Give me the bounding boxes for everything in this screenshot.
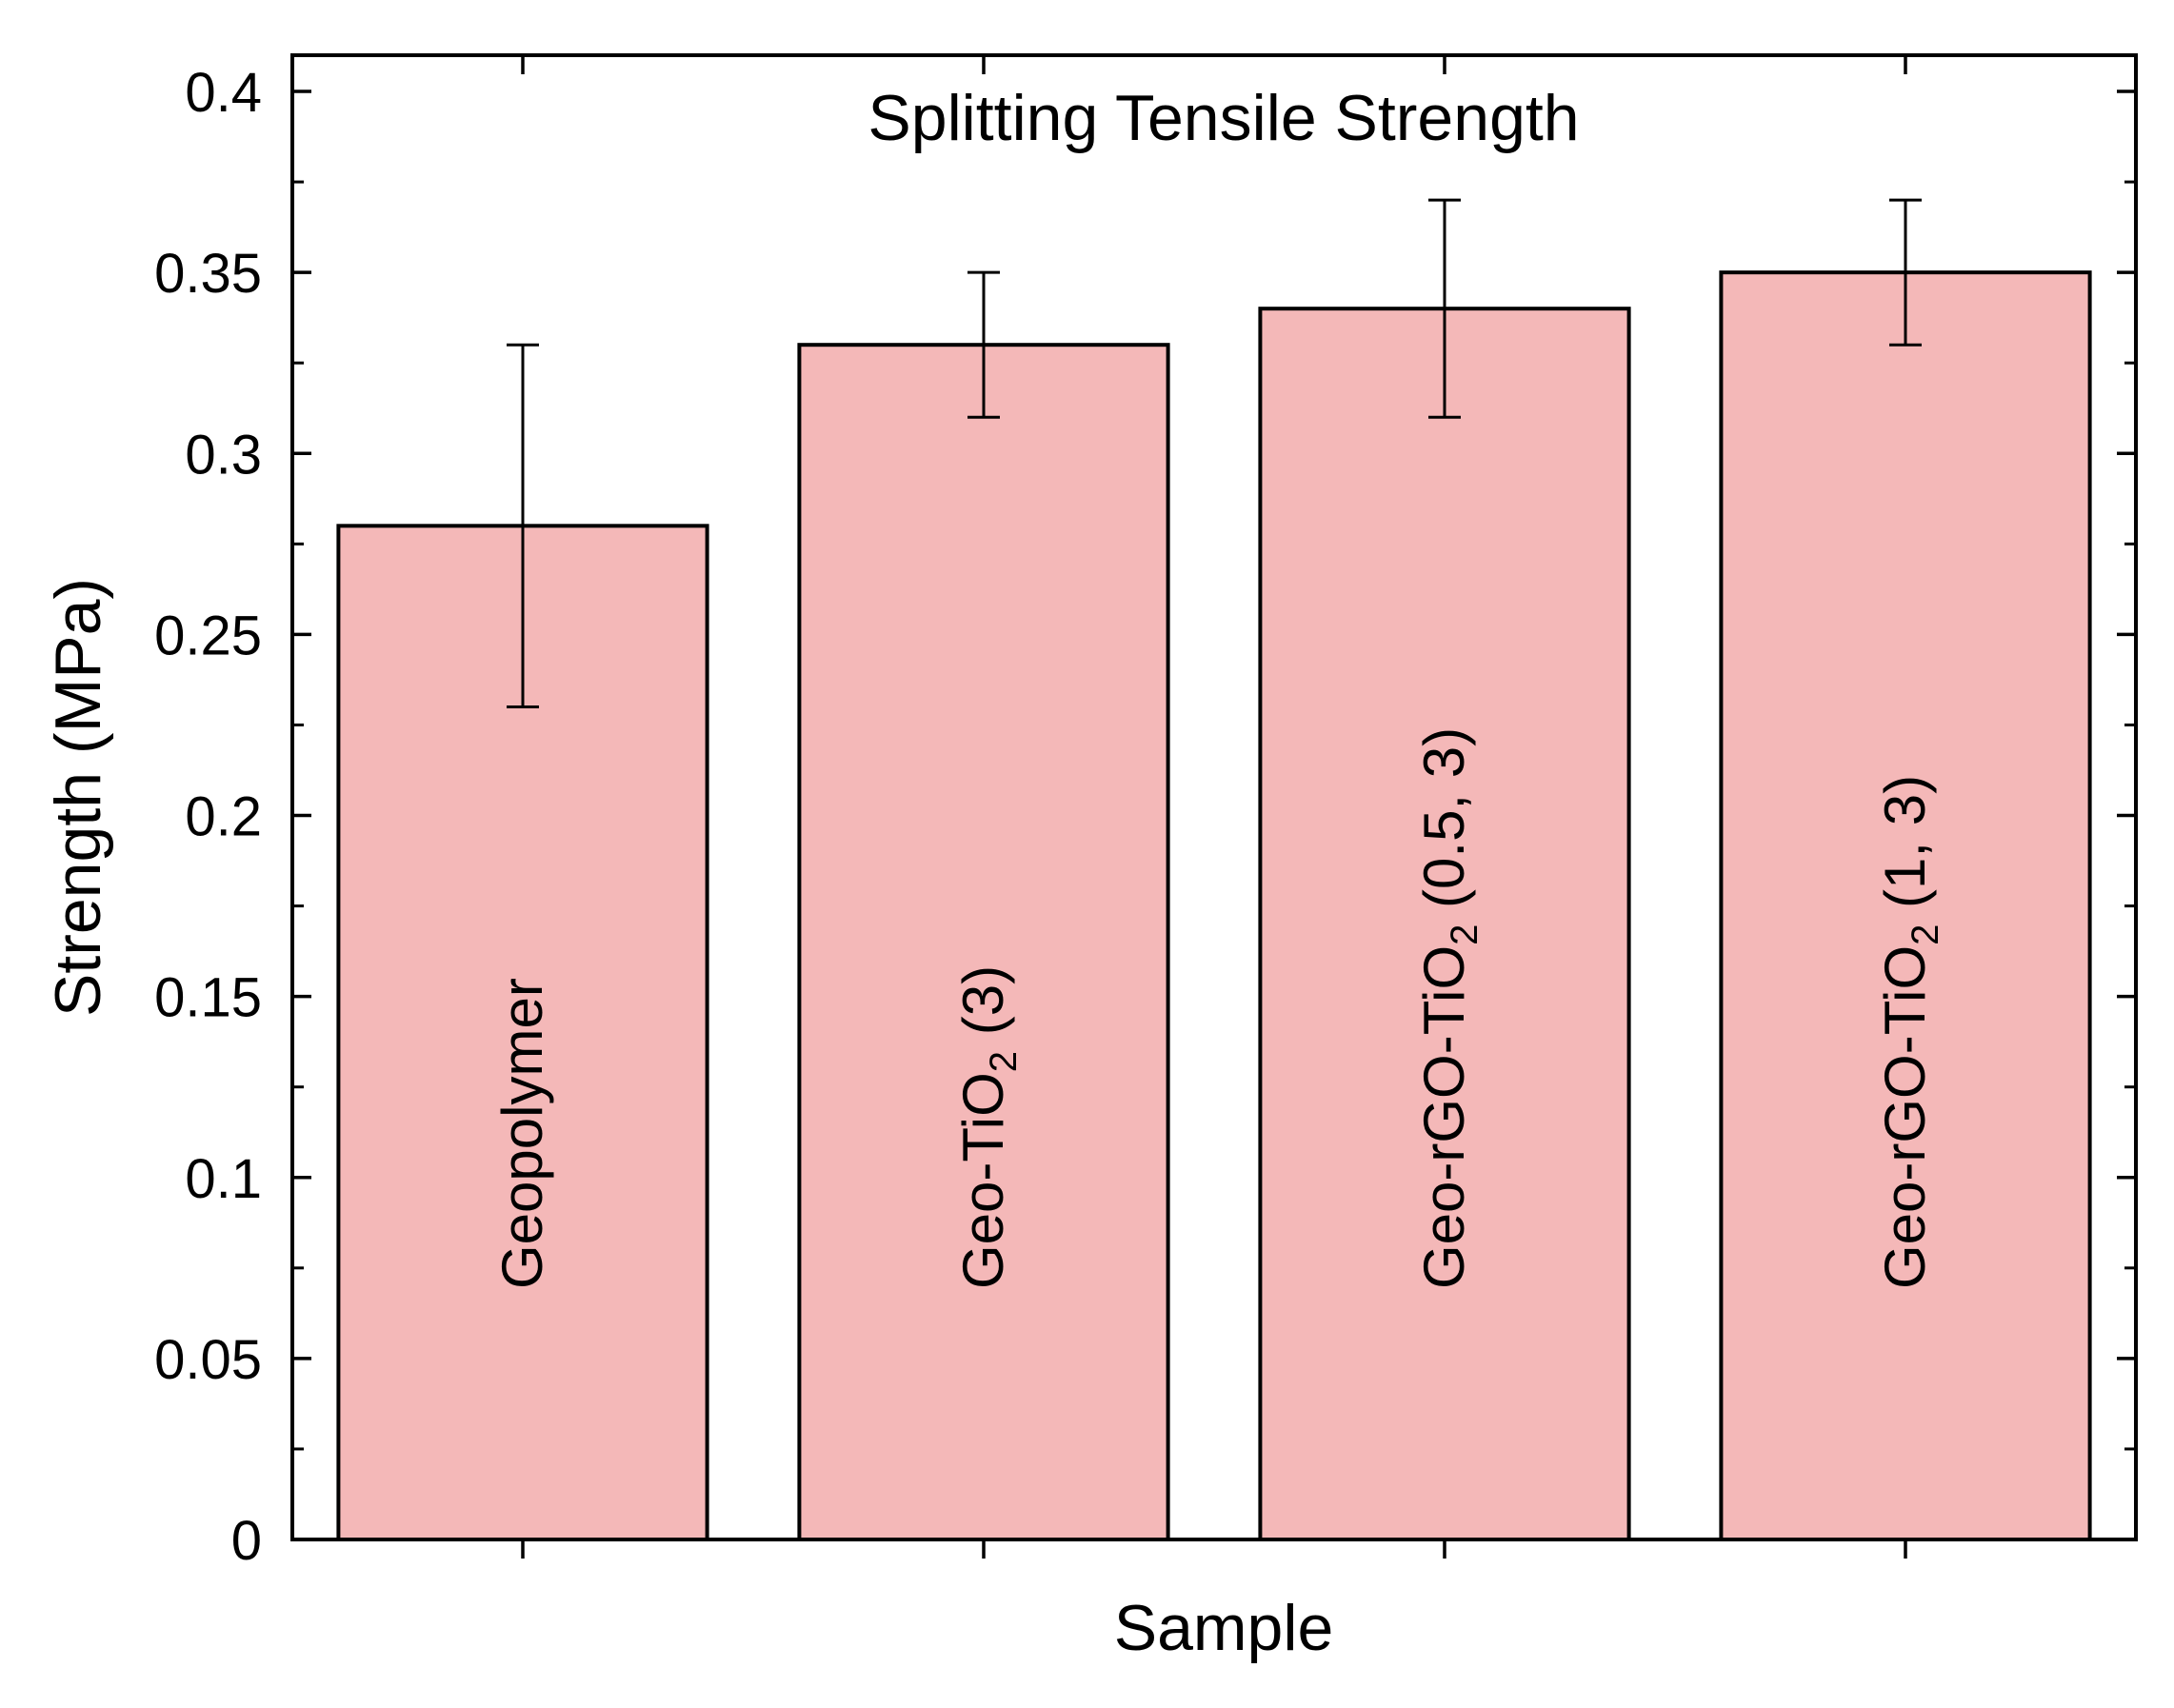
error-bars-group bbox=[507, 198, 1922, 708]
y-tick-label: 0.3 bbox=[185, 424, 262, 486]
bar-category-label: Geo-rGO-TiO2 (0.5, 3) bbox=[1412, 727, 1486, 1289]
bar-labels-group: Geopolymer Geo-TiO2 (3) Geo-rGO-TiO2 (0.5,… bbox=[490, 727, 1946, 1289]
x-ticks-group bbox=[521, 55, 1907, 1559]
y-axis-title: Strength (MPa) bbox=[42, 578, 114, 1017]
bar-category-label: Geo-TiO2 (3) bbox=[951, 965, 1025, 1289]
bar-category-label: Geopolymer bbox=[490, 978, 554, 1289]
y-tick-label: 0.05 bbox=[154, 1329, 262, 1391]
y-tick-label: 0.25 bbox=[154, 605, 262, 666]
bars-group bbox=[336, 270, 2092, 1542]
y-tick-label: 0.2 bbox=[185, 786, 262, 848]
bar-category-label: Geo-rGO-TiO2 (1, 3) bbox=[1873, 775, 1946, 1289]
y-tick-label: 0.15 bbox=[154, 967, 262, 1029]
y-ticks-group: 0 0.05 0.1 0.15 0.2 0.25 0.3 0.35 0.4 bbox=[154, 62, 2136, 1572]
y-tick-label: 0 bbox=[231, 1510, 262, 1572]
axes-group bbox=[290, 53, 2138, 1541]
bar bbox=[797, 343, 1170, 1542]
x-axis-title: Sample bbox=[1114, 1592, 1334, 1664]
y-tick-label: 0.4 bbox=[185, 62, 262, 124]
y-tick-label: 0.35 bbox=[154, 243, 262, 305]
y-tick-label: 0.1 bbox=[185, 1148, 262, 1210]
chart-title: Splitting Tensile Strength bbox=[868, 82, 1579, 154]
plot-frame bbox=[290, 53, 2138, 1541]
bar bbox=[1258, 307, 1631, 1541]
